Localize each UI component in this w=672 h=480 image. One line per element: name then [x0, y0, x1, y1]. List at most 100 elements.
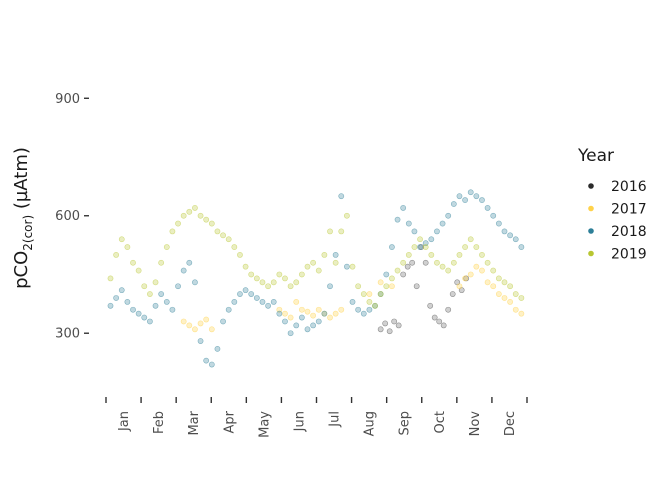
data-point: [456, 252, 463, 258]
data-point: [146, 318, 153, 325]
data-point: [169, 228, 176, 235]
x-axis: Jan Feb Mar Apr May Jun Jul Aug Sep Oct Nov Dec: [105, 397, 528, 438]
data-point: [282, 275, 288, 282]
data-point: [518, 310, 525, 317]
data-point: [124, 298, 131, 305]
data-point: [467, 189, 474, 196]
data-point: [253, 295, 260, 301]
data-point: [298, 314, 305, 321]
data-point: [389, 275, 395, 282]
data-point: [220, 318, 226, 325]
data-point: [192, 326, 198, 333]
data-point: [192, 205, 198, 211]
data-point: [248, 291, 255, 297]
legend-label-2017: 2017: [611, 202, 647, 218]
data-point: [248, 271, 255, 278]
data-point: [366, 291, 373, 297]
data-point: [473, 244, 480, 250]
data-point: [413, 283, 420, 290]
data-point: [118, 287, 125, 294]
data-point: [404, 263, 411, 270]
data-point: [327, 314, 333, 321]
data-point: [411, 228, 418, 235]
data-point: [186, 259, 193, 266]
x-tick-label: Aug: [363, 411, 378, 436]
data-point: [192, 279, 198, 286]
data-point: [152, 279, 159, 286]
data-point: [186, 322, 193, 329]
data-point: [220, 232, 226, 239]
data-point: [501, 279, 508, 286]
data-point: [389, 283, 395, 290]
data-point: [135, 310, 142, 317]
legend-key-2016: [588, 183, 594, 189]
data-point: [208, 361, 215, 368]
data-point: [479, 252, 485, 258]
data-point: [395, 322, 402, 329]
data-point: [382, 320, 389, 327]
data-point: [175, 220, 181, 227]
data-point: [338, 193, 345, 200]
data-point: [431, 314, 438, 321]
series-2019: [107, 205, 525, 309]
data-point: [512, 291, 519, 297]
data-point: [332, 310, 339, 317]
data-point: [225, 306, 232, 313]
data-point: [450, 259, 457, 266]
data-point: [197, 212, 204, 219]
data-point: [501, 228, 508, 235]
data-point: [467, 271, 474, 278]
data-point: [304, 326, 311, 333]
data-point: [186, 208, 193, 215]
data-point: [445, 306, 452, 313]
data-point: [507, 298, 514, 305]
data-point: [141, 283, 148, 290]
data-point: [338, 228, 345, 235]
data-point: [439, 263, 446, 270]
data-point: [391, 318, 398, 325]
data-point: [440, 322, 447, 329]
data-point: [310, 259, 317, 266]
data-point: [214, 345, 221, 352]
data-point: [355, 283, 362, 290]
legend-key-2019: [588, 250, 594, 257]
data-point: [141, 314, 148, 321]
data-point: [355, 306, 362, 313]
legend-label-2019: 2019: [611, 247, 647, 263]
data-point: [417, 236, 423, 243]
data-point: [118, 236, 125, 243]
data-point: [349, 263, 356, 270]
data-point: [293, 322, 300, 329]
legend-label-2018: 2018: [611, 224, 647, 240]
data-point: [270, 298, 277, 305]
data-point: [315, 306, 322, 313]
legend-items: 2016 2017 2018 2019: [588, 179, 647, 263]
data-point: [321, 310, 328, 317]
data-point: [293, 298, 300, 305]
legend-key-2018: [588, 228, 594, 234]
data-point: [107, 275, 114, 282]
data-point: [360, 291, 367, 297]
data-point: [327, 228, 333, 235]
x-tick-label: Dec: [503, 411, 518, 436]
data-point: [434, 228, 440, 235]
x-tick-label: Sep: [398, 411, 413, 436]
data-point: [315, 318, 322, 325]
data-point: [124, 244, 131, 250]
data-point: [175, 283, 181, 290]
data-point: [512, 306, 519, 313]
x-tick-label: Mar: [187, 410, 202, 435]
data-point: [386, 328, 393, 335]
data-point: [484, 279, 491, 286]
data-point: [377, 291, 384, 297]
data-point: [366, 306, 373, 313]
data-point: [163, 244, 170, 250]
data-point: [377, 326, 384, 333]
y-axis-title: pCO2(cor) (µAtm): [11, 147, 35, 289]
legend-title: Year: [577, 146, 614, 166]
data-point: [512, 236, 519, 243]
data-point: [237, 252, 243, 258]
data-point: [417, 244, 423, 250]
